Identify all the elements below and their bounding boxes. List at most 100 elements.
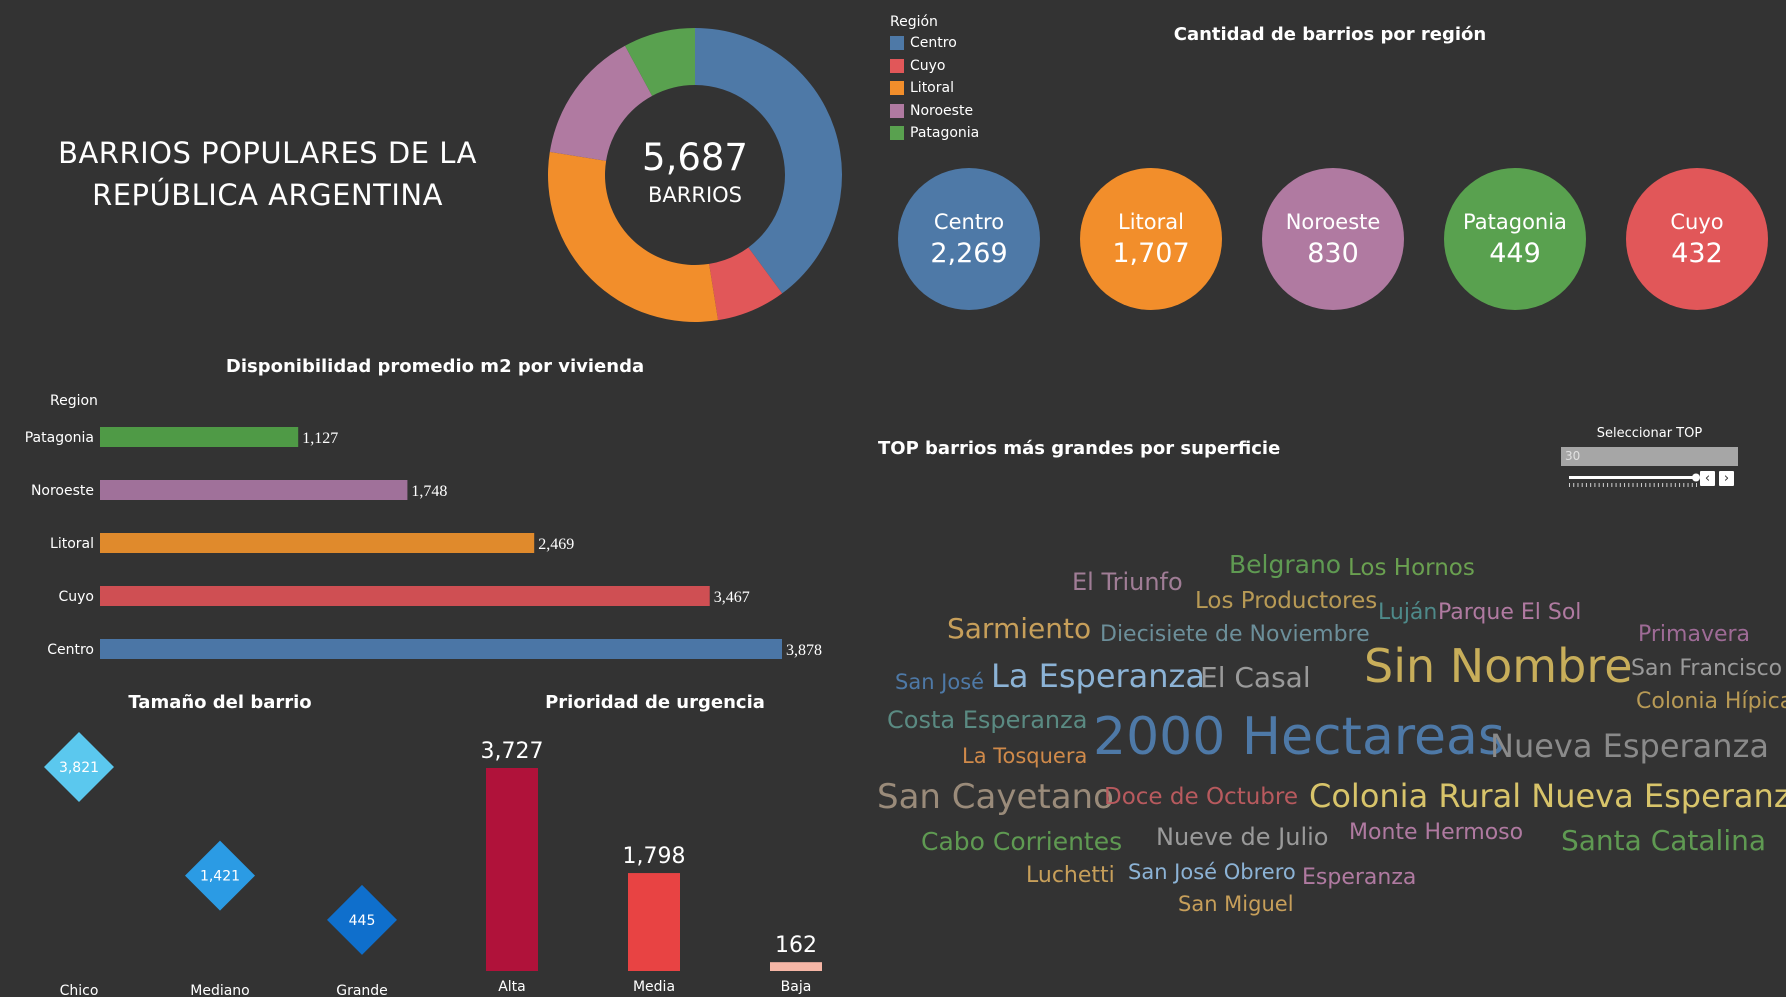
top-slider[interactable] xyxy=(1565,468,1700,490)
slider-handle[interactable] xyxy=(1692,473,1700,482)
bubble-patagonia[interactable]: Patagonia 449 xyxy=(1444,168,1586,310)
word-cloud-item[interactable]: Doce de Octubre xyxy=(1104,784,1298,810)
word-cloud-item[interactable]: Parque El Sol xyxy=(1438,600,1582,625)
word-cloud-item[interactable]: Luján xyxy=(1378,600,1438,625)
word-cloud-item[interactable]: Nueva Esperanza xyxy=(1490,727,1769,765)
bar-axis-header: Region xyxy=(50,393,98,409)
slider-tick xyxy=(1594,483,1596,487)
word-cloud-item[interactable]: San Francisco xyxy=(1631,656,1783,681)
word-cloud-item[interactable]: 2000 Hectareas xyxy=(1093,707,1505,767)
donut-center: 5,687 BARRIOS xyxy=(620,136,770,207)
size-value-label: 445 xyxy=(349,913,376,929)
size-value-label: 3,821 xyxy=(59,760,99,776)
priority-category-label: Baja xyxy=(781,979,812,995)
slider-next-button[interactable]: › xyxy=(1719,471,1734,486)
bar-centro[interactable] xyxy=(100,639,782,659)
legend-item-patagonia[interactable]: Patagonia xyxy=(890,122,979,145)
slider-tick xyxy=(1619,483,1621,487)
bubble-noroeste[interactable]: Noroeste 830 xyxy=(1262,168,1404,310)
word-cloud-item[interactable]: La Tosquera xyxy=(962,744,1088,768)
word-cloud-item[interactable]: San José xyxy=(895,670,985,694)
priority-bar-baja[interactable] xyxy=(770,962,822,971)
slider-tick xyxy=(1573,483,1575,487)
bar-value-label: 2,469 xyxy=(538,536,574,553)
donut-slice-cuyo[interactable] xyxy=(709,247,783,321)
bar-patagonia[interactable] xyxy=(100,427,299,447)
word-cloud-item[interactable]: La Esperanza xyxy=(991,657,1205,695)
legend-swatch xyxy=(890,36,904,51)
bubble-name: Centro xyxy=(933,209,1005,234)
slider-tick xyxy=(1636,483,1638,487)
slider-tick xyxy=(1653,483,1655,487)
word-cloud-item[interactable]: Luchetti xyxy=(1026,863,1115,888)
bar-litoral[interactable] xyxy=(100,533,535,553)
slider-tick xyxy=(1569,483,1570,487)
legend-item-litoral[interactable]: Litoral xyxy=(890,77,979,100)
word-cloud-item[interactable]: Nueve de Julio xyxy=(1156,823,1329,851)
bar-value-label: 1,127 xyxy=(302,430,338,447)
bubble-name: Cuyo xyxy=(1670,209,1724,234)
word-cloud-item[interactable]: San Cayetano xyxy=(877,777,1114,817)
bubble-name: Patagonia xyxy=(1463,209,1567,234)
word-cloud-item[interactable]: Los Hornos xyxy=(1348,555,1475,581)
word-cloud-item[interactable]: Monte Hermoso xyxy=(1349,820,1524,845)
size-category-label: Chico xyxy=(60,983,99,997)
word-cloud-item[interactable]: Belgrano xyxy=(1229,550,1342,579)
bar-category-label: Litoral xyxy=(50,536,94,552)
word-cloud-item[interactable]: Cabo Corrientes xyxy=(921,827,1123,856)
word-cloud-item[interactable]: Colonia Rural Nueva Esperanza xyxy=(1309,777,1786,815)
bubble-name: Noroeste xyxy=(1285,209,1381,234)
legend-swatch xyxy=(890,58,904,73)
size-marker-chico[interactable] xyxy=(44,732,114,802)
bar-category-label: Cuyo xyxy=(59,589,95,605)
donut-slice-litoral[interactable] xyxy=(548,151,719,322)
slider-tick xyxy=(1577,483,1579,487)
donut-slice-noroeste[interactable] xyxy=(549,45,653,161)
bubble-litoral[interactable]: Litoral 1,707 xyxy=(1080,168,1222,310)
legend-item-noroeste[interactable]: Noroeste xyxy=(890,100,979,123)
word-cloud-item[interactable]: Santa Catalina xyxy=(1561,824,1767,857)
slider-tick xyxy=(1640,483,1642,487)
size-category-label: Mediano xyxy=(190,983,250,997)
size-marker-grande[interactable] xyxy=(327,884,397,955)
legend-label: Centro xyxy=(910,35,957,52)
slider-tick xyxy=(1691,483,1693,487)
word-cloud-item[interactable]: Los Productores xyxy=(1195,588,1378,614)
word-cloud-item[interactable]: Colonia Hípica xyxy=(1636,689,1786,714)
size-marker-mediano[interactable] xyxy=(185,840,255,911)
bubble-cuyo[interactable]: Cuyo 432 xyxy=(1626,168,1768,310)
legend-item-cuyo[interactable]: Cuyo xyxy=(890,55,979,78)
top-value-input[interactable]: 30 xyxy=(1561,447,1738,466)
slider-tick xyxy=(1628,483,1630,487)
word-cloud-item[interactable]: Sin Nombre xyxy=(1364,639,1633,693)
slider-tick xyxy=(1657,483,1659,487)
word-cloud-item[interactable]: Costa Esperanza xyxy=(887,706,1088,734)
bar-chart-title: Disponibilidad promedio m2 por vivienda xyxy=(225,356,645,377)
word-cloud-item[interactable]: El Casal xyxy=(1200,661,1311,694)
slider-prev-button[interactable]: ‹ xyxy=(1700,471,1715,486)
bar-noroeste[interactable] xyxy=(100,480,408,500)
word-cloud-item[interactable]: Esperanza xyxy=(1302,865,1417,890)
word-cloud-item[interactable]: Diecisiete de Noviembre xyxy=(1100,622,1370,647)
donut-chart xyxy=(548,28,842,322)
slider-tick xyxy=(1645,483,1647,487)
word-cloud-item[interactable]: Sarmiento xyxy=(947,612,1092,645)
slider-tick xyxy=(1598,483,1600,487)
bar-cuyo[interactable] xyxy=(100,586,710,606)
word-cloud-item[interactable]: San José Obrero xyxy=(1128,860,1296,884)
word-cloud-item[interactable]: San Miguel xyxy=(1178,892,1294,916)
slider-tick xyxy=(1590,483,1592,487)
priority-bar-alta[interactable] xyxy=(486,768,538,971)
bubble-centro[interactable]: Centro 2,269 xyxy=(898,168,1040,310)
donut-slice-patagonia[interactable] xyxy=(625,28,695,96)
word-cloud-item[interactable]: El Triunfo xyxy=(1072,568,1183,596)
priority-bar-media[interactable] xyxy=(628,873,680,971)
donut-slice-centro[interactable] xyxy=(695,28,842,294)
donut-total: 5,687 xyxy=(642,136,748,179)
priority-category-label: Media xyxy=(633,979,675,995)
slider-track[interactable] xyxy=(1569,476,1696,479)
word-cloud-item[interactable]: Primavera xyxy=(1638,622,1751,647)
legend-item-centro[interactable]: Centro xyxy=(890,32,979,55)
slider-tick xyxy=(1607,483,1609,487)
legend-swatch xyxy=(890,126,904,141)
